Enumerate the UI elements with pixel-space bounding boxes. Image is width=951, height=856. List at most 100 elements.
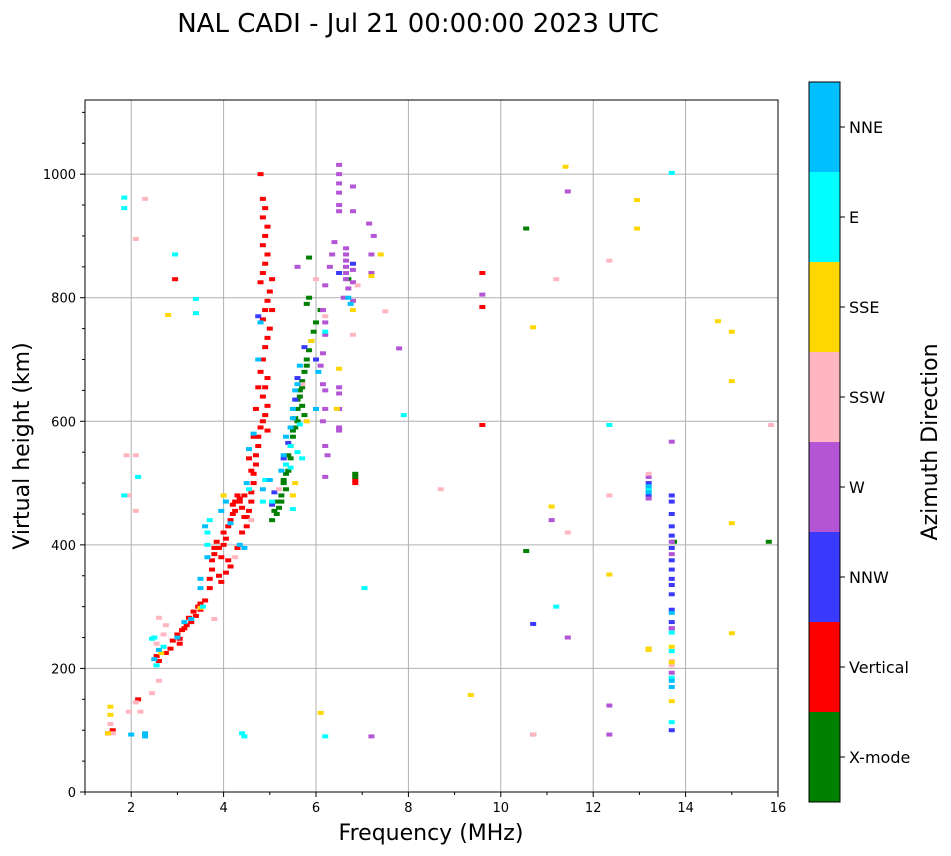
point-nne	[236, 542, 243, 547]
point-x-mode	[310, 329, 317, 334]
point-sse	[530, 325, 537, 330]
y-tick-label: 200	[51, 662, 76, 677]
point-nne	[142, 731, 149, 736]
point-vertical	[169, 638, 176, 643]
point-x-mode	[269, 518, 276, 523]
point-vertical	[479, 271, 486, 275]
point-sse	[107, 704, 114, 709]
point-sse	[728, 631, 735, 636]
point-vertical	[153, 654, 160, 659]
point-w	[564, 635, 571, 640]
point-ssw	[211, 617, 218, 621]
point-x-mode	[296, 388, 303, 393]
point-nnw	[668, 583, 675, 588]
point-ssw	[232, 555, 239, 560]
point-nnw	[313, 357, 319, 362]
point-nne	[668, 610, 675, 615]
point-nne	[259, 487, 266, 492]
point-w	[331, 240, 338, 245]
point-w	[294, 264, 301, 269]
point-x-mode	[306, 255, 313, 260]
point-vertical	[239, 505, 246, 510]
point-sse	[317, 710, 324, 715]
point-vertical	[190, 609, 197, 614]
point-ssw	[606, 258, 613, 263]
point-vertical	[252, 453, 259, 458]
point-x-mode	[523, 226, 530, 231]
point-x-mode	[278, 493, 285, 498]
point-w	[668, 539, 675, 544]
point-nne	[250, 431, 257, 436]
point-vertical	[266, 326, 273, 331]
x-tick-label: 16	[770, 801, 787, 816]
point-sse	[728, 329, 735, 334]
point-e	[206, 518, 213, 523]
point-x-mode	[292, 425, 299, 430]
point-w	[343, 264, 350, 269]
point-nnw	[668, 728, 675, 733]
point-x-mode	[280, 481, 287, 486]
x-tick-label: 10	[493, 801, 510, 816]
point-e	[121, 195, 128, 200]
point-vertical	[206, 576, 213, 581]
point-nnw	[668, 567, 675, 572]
x-axis-label: Frequency (MHz)	[339, 821, 524, 846]
point-e	[172, 252, 179, 257]
point-nnw	[349, 261, 356, 266]
y-tick-label: 600	[51, 415, 76, 430]
point-w	[366, 221, 373, 226]
point-x-mode	[303, 301, 310, 306]
point-w	[349, 298, 356, 303]
x-tick-label: 2	[127, 801, 135, 816]
colorbar-segment-x-mode	[809, 712, 840, 802]
point-w	[340, 295, 347, 300]
point-e	[668, 720, 675, 725]
point-w	[606, 732, 613, 737]
point-nne	[289, 406, 296, 411]
point-vertical	[248, 499, 255, 504]
point-vertical	[262, 413, 269, 418]
point-vertical	[264, 224, 271, 229]
point-vertical	[213, 539, 220, 544]
plot-frame	[84, 99, 779, 793]
point-sse	[668, 644, 675, 649]
point-nnw	[668, 558, 675, 563]
point-e	[241, 734, 248, 739]
point-vertical	[206, 586, 213, 591]
point-ssw	[155, 615, 162, 620]
point-nnw	[280, 456, 287, 461]
point-nne	[292, 388, 299, 393]
colorbar-segment-vertical	[809, 622, 840, 712]
point-w	[319, 419, 326, 424]
point-w	[336, 203, 343, 208]
point-vertical	[257, 425, 264, 430]
point-w	[322, 474, 329, 479]
point-x-mode	[278, 499, 285, 504]
point-sse	[728, 379, 735, 384]
point-sse	[714, 319, 721, 324]
point-x-mode	[282, 471, 289, 476]
point-nne	[278, 468, 285, 473]
colorbar-label: SSW	[849, 388, 885, 407]
point-w	[349, 209, 356, 214]
point-w	[336, 181, 343, 186]
point-e	[361, 586, 368, 591]
point-nne	[266, 477, 273, 482]
y-tick-label: 1000	[43, 168, 76, 183]
point-nne	[188, 617, 195, 621]
point-w	[336, 428, 343, 433]
point-vertical	[209, 567, 216, 572]
point-vertical	[227, 518, 234, 523]
point-vertical	[192, 613, 199, 618]
point-nne	[155, 647, 162, 652]
point-nnw	[255, 314, 262, 319]
point-sse	[220, 493, 227, 498]
point-ssw	[123, 453, 130, 458]
point-sse	[107, 712, 114, 717]
point-sse	[308, 338, 315, 343]
colorbar-label: NNE	[849, 118, 883, 137]
point-w	[322, 444, 329, 448]
point-nne	[142, 734, 149, 739]
point-vertical	[252, 406, 259, 411]
point-nne	[345, 295, 352, 300]
